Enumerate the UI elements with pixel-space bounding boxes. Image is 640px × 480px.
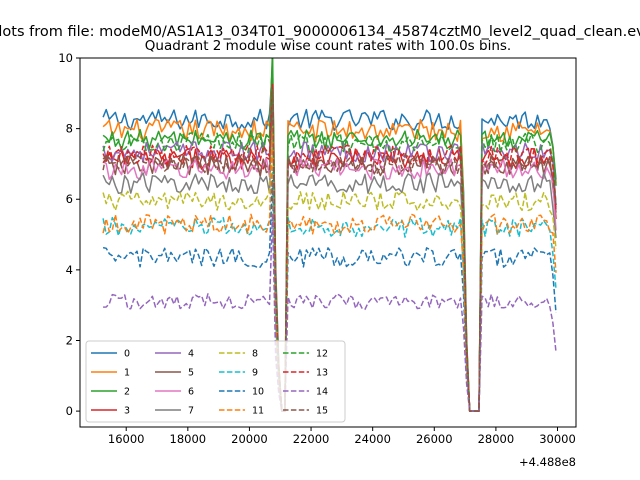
x-tick-label: 18000 [170, 432, 207, 446]
legend-label-6: 6 [188, 387, 194, 398]
legend-label-11: 11 [252, 406, 264, 417]
series-line-14 [103, 212, 557, 412]
legend-label-3: 3 [124, 406, 130, 417]
x-tick-label: 30000 [539, 432, 576, 446]
x-tick-label: 22000 [293, 432, 330, 446]
legend-label-4: 4 [188, 349, 194, 360]
series-line-10 [102, 179, 557, 412]
x-axis-offset-label: +4.488e8 [519, 455, 576, 469]
x-tick-label: 16000 [108, 432, 145, 446]
x-tick-label: 28000 [478, 432, 515, 446]
legend-label-1: 1 [124, 368, 130, 379]
legend-label-7: 7 [188, 406, 194, 417]
legend-label-14: 14 [316, 387, 328, 398]
legend-label-2: 2 [124, 387, 130, 398]
series-line-15 [102, 89, 557, 412]
x-tick-label: 24000 [354, 432, 391, 446]
legend-label-8: 8 [252, 349, 258, 360]
legend-label-9: 9 [252, 368, 258, 379]
axes-frame [79, 57, 577, 428]
legend-label-15: 15 [316, 406, 328, 417]
y-axis-ticks: 0 2 4 6 8 10 [58, 51, 80, 418]
y-tick-label: 4 [66, 263, 73, 277]
figure-suptitle: Plots from file: modeM0/AS1A13_034T01_90… [0, 24, 640, 40]
legend-label-13: 13 [316, 368, 328, 379]
y-tick-label: 10 [58, 51, 73, 65]
legend-label-10: 10 [252, 387, 264, 398]
x-axis-ticks: 16000 18000 20000 22000 24000 26000 28000 30000 [108, 427, 576, 446]
x-tick-label: 26000 [416, 432, 453, 446]
y-tick-label: 8 [66, 122, 73, 136]
x-tick-label: 20000 [231, 432, 268, 446]
legend-label-5: 5 [188, 368, 194, 379]
y-tick-label: 2 [66, 333, 73, 347]
y-tick-label: 6 [66, 192, 73, 206]
chart-title: Quadrant 2 module wise count rates with … [145, 38, 511, 54]
series-layer [102, 58, 557, 412]
legend-label-12: 12 [316, 349, 328, 360]
y-tick-label: 0 [66, 404, 73, 418]
legend-frame [85, 340, 346, 423]
legend-label-0: 0 [124, 349, 130, 360]
